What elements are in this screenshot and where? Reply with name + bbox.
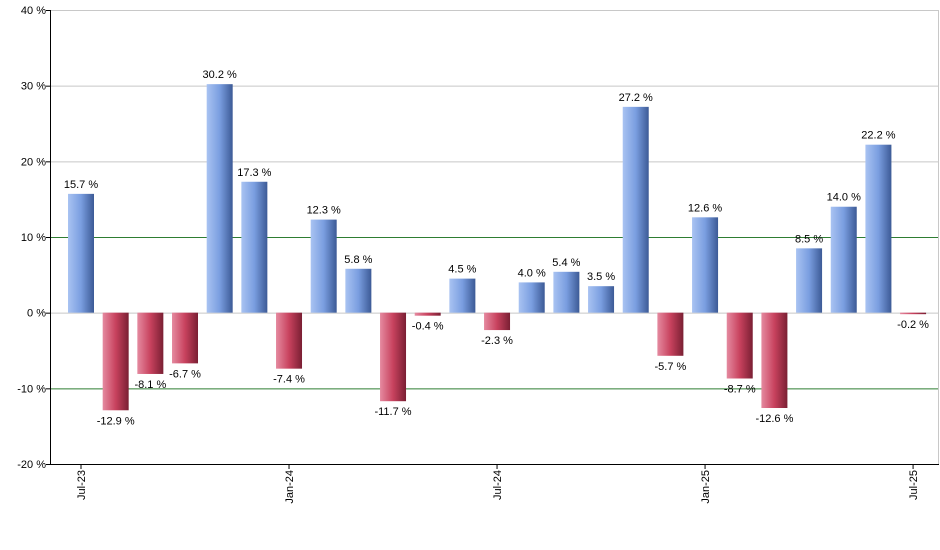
data-label: -12.9 % (97, 415, 135, 427)
bar (414, 312, 441, 316)
bar (241, 181, 268, 313)
y-tick-label: 20 % (21, 156, 46, 168)
bar (900, 312, 927, 315)
data-label: -8.7 % (724, 383, 756, 395)
data-label: 5.8 % (344, 254, 372, 266)
data-label: 8.5 % (795, 233, 823, 245)
bar (137, 312, 164, 374)
data-label: 12.6 % (688, 202, 722, 214)
data-label: -12.6 % (755, 413, 793, 425)
bars (68, 84, 927, 411)
bar (484, 312, 511, 331)
bar (206, 84, 233, 313)
bar (380, 312, 407, 402)
bar (692, 217, 719, 313)
bar (345, 268, 372, 313)
data-label: -7.4 % (273, 374, 305, 386)
data-label: -0.4 % (412, 321, 444, 333)
data-label: 22.2 % (861, 130, 895, 142)
axes: -20 % -10 % 0 % 10 % 20 % 30 % 40 % Jul-23 Jan-2… (17, 5, 939, 504)
bar (865, 144, 892, 313)
data-label: 3.5 % (587, 271, 615, 283)
bar (761, 312, 788, 409)
data-label: 5.4 % (552, 257, 580, 269)
x-tick-label: Jul-24 (492, 470, 504, 500)
bar (657, 312, 684, 356)
reference-lines (50, 237, 939, 390)
data-label: 17.3 % (237, 167, 271, 179)
bar (588, 286, 615, 313)
bar (553, 271, 580, 313)
y-tick-label: 30 % (21, 81, 46, 93)
data-label: -5.7 % (654, 361, 686, 373)
y-tick-label: -10 % (17, 383, 46, 395)
data-label: -2.3 % (481, 335, 513, 347)
data-label: -6.7 % (169, 368, 201, 380)
x-tick-label: Jul-23 (76, 470, 88, 500)
bar (276, 312, 303, 369)
data-label: -0.2 % (897, 319, 929, 331)
bar (310, 219, 337, 313)
y-tick-label: 40 % (21, 5, 46, 17)
bar (830, 206, 857, 313)
x-tick-label: Jul-25 (908, 470, 920, 500)
x-tick-label: Jan-24 (284, 470, 296, 504)
data-label: 14.0 % (827, 192, 861, 204)
bar (449, 278, 476, 313)
bar (68, 193, 94, 313)
y-tick-label: 0 % (27, 308, 46, 320)
bar (172, 312, 199, 364)
data-label: 12.3 % (307, 205, 341, 217)
bar (518, 282, 545, 313)
data-label: 4.0 % (518, 267, 546, 279)
x-tick-label: Jan-25 (700, 470, 712, 504)
bar (622, 106, 649, 313)
bar (102, 312, 129, 411)
data-labels: 15.7 % -12.9 % -8.1 %-6.7 % 30.2 % 17.3 % -7.… (64, 69, 929, 427)
data-label: 27.2 % (619, 92, 653, 104)
data-label: 4.5 % (448, 264, 476, 276)
y-tick-label: -20 % (17, 459, 46, 471)
bar (726, 312, 753, 379)
data-label: -11.7 % (374, 406, 411, 418)
data-label: 30.2 % (203, 69, 237, 81)
data-label: -8.1 % (134, 379, 166, 391)
y-tick-label: 10 % (21, 232, 46, 244)
data-label: 15.7 % (64, 179, 98, 191)
bar (796, 248, 823, 313)
